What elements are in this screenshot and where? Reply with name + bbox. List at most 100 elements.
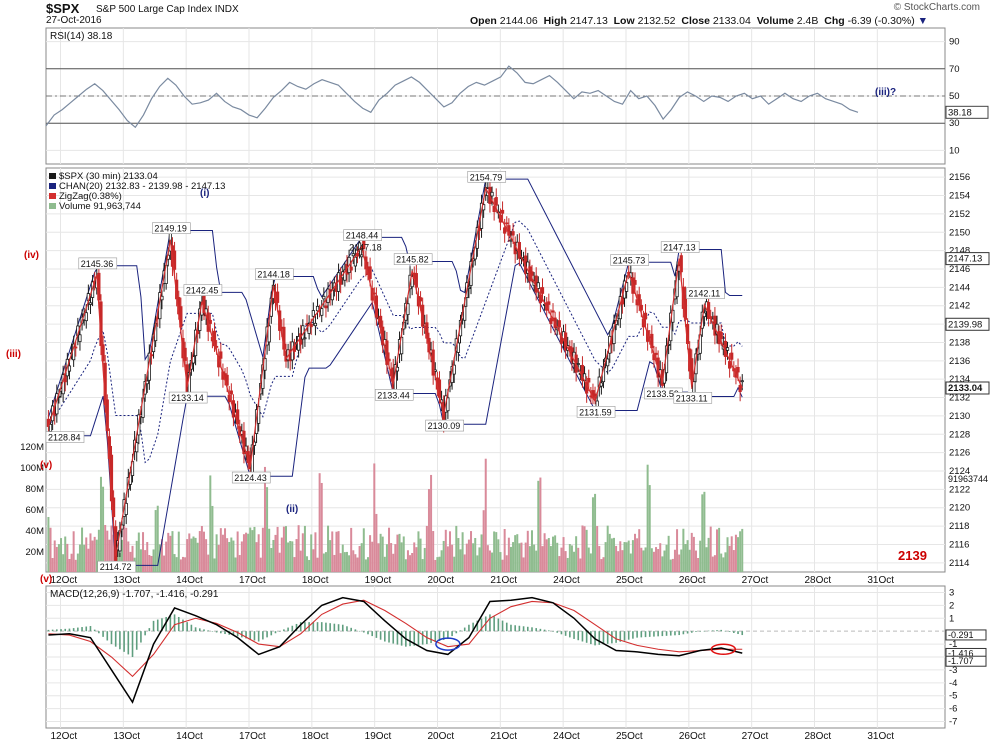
macd-histogram-bar	[581, 631, 584, 642]
volume-bar	[51, 557, 54, 572]
volume-bar	[716, 529, 719, 572]
volume-bar	[415, 547, 418, 572]
volume-bar	[499, 552, 502, 572]
zigzag-label: 2133.44	[377, 390, 410, 400]
volume-bar	[158, 544, 161, 572]
volume-bar	[646, 464, 649, 572]
volume-bar	[312, 549, 315, 572]
candle-body	[78, 334, 82, 342]
volume-bar	[589, 553, 592, 572]
macd-histogram-bar	[606, 631, 609, 644]
volume-bar	[476, 555, 479, 572]
volume-bar	[552, 536, 555, 572]
candle-body	[74, 346, 78, 349]
volume-bar	[678, 554, 681, 572]
candle-body	[275, 291, 280, 303]
macd-x-tick: 26Oct	[679, 731, 706, 742]
volume-bar	[602, 557, 605, 572]
volume-bar	[228, 541, 231, 572]
volume-bar	[739, 531, 742, 572]
volume-bar	[560, 547, 563, 572]
macd-histogram-bar	[60, 629, 62, 632]
volume-bar	[190, 538, 193, 572]
volume-bar	[472, 543, 475, 572]
volume-bar	[734, 534, 737, 572]
volume-bar	[663, 550, 666, 572]
volume-bar	[64, 536, 67, 572]
wave-label: (iii)	[6, 349, 21, 360]
volume-bar	[440, 550, 443, 572]
zigzag-label: 2128.84	[48, 433, 81, 443]
macd-histogram-bar	[669, 631, 672, 636]
volume-bar	[299, 550, 302, 572]
macd-histogram-bar	[156, 619, 159, 632]
volume-bar	[236, 531, 239, 572]
volume-bar	[181, 556, 184, 572]
volume-bar	[76, 553, 79, 572]
macd-histogram-bar	[741, 631, 744, 636]
candle-body	[540, 287, 545, 294]
volume-bar	[650, 548, 653, 572]
candle-body	[67, 365, 72, 372]
volume-bar	[470, 531, 473, 572]
volume-bar	[394, 544, 397, 572]
zigzag-label: 2133.11	[676, 393, 708, 403]
macd-histogram-bar	[106, 631, 109, 641]
index-name: S&P 500 Large Cap Index INDX	[96, 4, 239, 15]
volume-bar	[333, 554, 336, 572]
macd-x-tick: 20Oct	[428, 731, 455, 742]
zigzag-label: 2124.43	[234, 473, 267, 483]
macd-tick-label: 3	[949, 587, 954, 598]
volume-bar	[123, 525, 126, 572]
macd-x-tick: 25Oct	[616, 731, 643, 742]
volume-bar	[411, 553, 414, 572]
volume-bar	[638, 529, 641, 572]
volume-bar	[583, 526, 586, 572]
volume-bar	[400, 542, 403, 572]
candle-body	[225, 374, 229, 386]
volume-bar	[526, 530, 529, 572]
volume-bar	[514, 535, 517, 572]
volume-bar	[287, 542, 290, 572]
volume-bar	[434, 559, 437, 572]
candle-body	[452, 364, 456, 375]
rsi-last-value: 38.18	[948, 107, 972, 118]
candle-body	[315, 305, 320, 312]
volume-bar	[274, 534, 277, 572]
candle-body	[530, 271, 534, 276]
candle-body	[730, 352, 734, 360]
macd-histogram-bar	[644, 631, 647, 638]
macd-histogram-bar	[451, 631, 453, 637]
volume-bar	[705, 547, 708, 572]
volume-bar	[396, 534, 399, 572]
macd-histogram-bar	[249, 631, 252, 640]
rsi-tick-label: 70	[949, 64, 960, 75]
macd-histogram-bar	[135, 631, 138, 650]
macd-histogram-bar	[388, 631, 390, 643]
volume-bar	[350, 527, 353, 572]
macd-histogram-bar	[325, 622, 327, 632]
volume-bar	[175, 557, 178, 572]
wave-label: (v)	[40, 460, 52, 471]
candle-body	[633, 279, 637, 285]
volume-bar	[348, 555, 351, 572]
macd-histogram-bar	[728, 631, 731, 632]
zigzag-line	[47, 186, 743, 557]
volume-bar	[221, 534, 224, 572]
volume-bar	[108, 539, 111, 572]
volume-bar	[253, 526, 256, 572]
price-x-tick: 25Oct	[616, 575, 643, 586]
volume-bar	[135, 540, 138, 572]
volume-bar	[402, 536, 405, 572]
volume-bar	[148, 555, 151, 572]
volume-bar	[343, 552, 346, 572]
volume-bar	[127, 541, 130, 572]
volume-bar	[556, 542, 559, 572]
macd-histogram-bar	[329, 623, 331, 632]
symbol: $SPX	[46, 1, 80, 16]
volume-bar	[381, 536, 384, 572]
price-tick-label: 2114	[949, 558, 969, 569]
volume-bar	[314, 532, 317, 572]
volume-bar	[615, 545, 618, 572]
zigzag-label: 2145.73	[613, 255, 646, 265]
